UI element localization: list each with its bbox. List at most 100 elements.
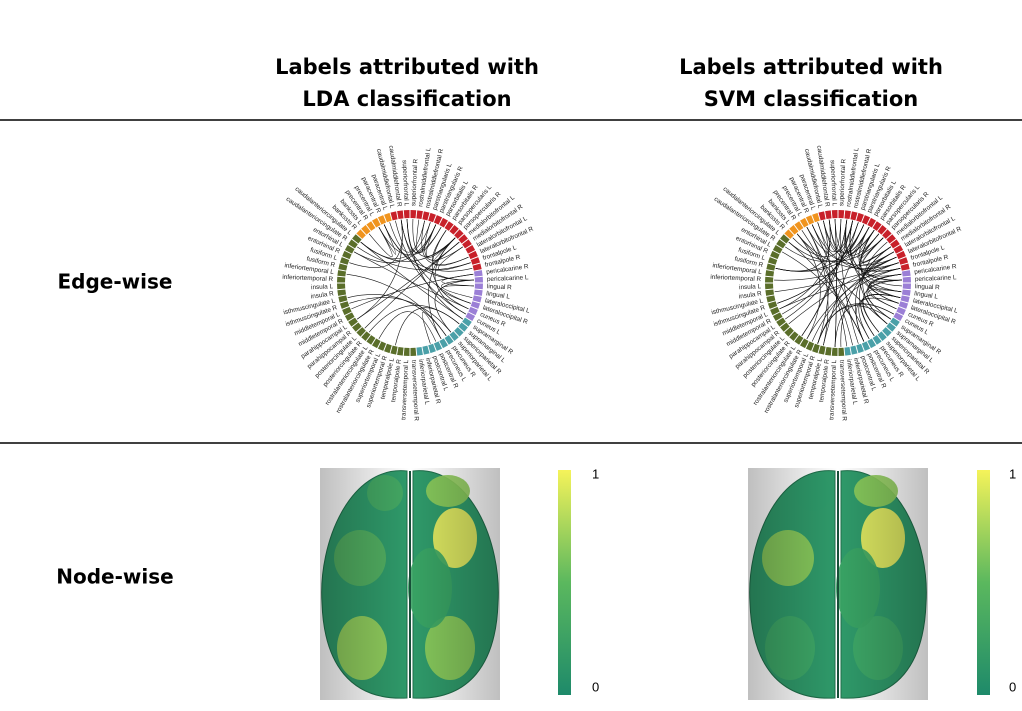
node: [342, 250, 352, 260]
node: [767, 257, 778, 265]
node: [825, 210, 832, 220]
node: [877, 225, 887, 235]
colorbar: [977, 470, 990, 695]
edge: [422, 311, 442, 344]
colorbar: [558, 470, 571, 695]
node: [468, 306, 478, 316]
edge: [855, 246, 891, 342]
node: [337, 283, 346, 290]
edge: [811, 224, 901, 272]
edge: [779, 268, 901, 310]
node: [372, 338, 381, 349]
edge: [788, 237, 884, 262]
edge: [796, 233, 821, 340]
node: [896, 306, 906, 316]
node: [882, 229, 892, 239]
node: [901, 289, 911, 296]
node: [470, 257, 481, 265]
edge: [347, 294, 447, 336]
node: [428, 343, 436, 354]
node-label: inferiortemporal R: [282, 274, 333, 283]
edge: [811, 256, 897, 342]
node-label: lingual R: [487, 283, 513, 291]
node: [831, 210, 838, 219]
edge: [353, 224, 437, 263]
node: [794, 221, 804, 231]
edge: [869, 273, 902, 298]
node: [872, 221, 882, 231]
node: [765, 270, 775, 277]
node: [765, 289, 775, 296]
node: [784, 327, 794, 337]
node: [900, 263, 910, 271]
node: [767, 301, 778, 309]
node: [454, 327, 464, 337]
edge: [424, 222, 463, 261]
node: [844, 210, 851, 220]
node-label: pericalcarine L: [487, 274, 529, 283]
edge: [828, 219, 853, 252]
node: [344, 312, 355, 321]
node: [890, 239, 900, 249]
row-label: Node-wise: [56, 565, 173, 589]
edge: [806, 226, 829, 346]
node: [462, 317, 472, 327]
edge: [781, 251, 865, 342]
node: [433, 341, 443, 351]
node: [890, 317, 900, 327]
node: [898, 257, 909, 265]
node-label: insula L: [311, 283, 334, 291]
edge: [438, 246, 471, 271]
node: [900, 295, 910, 303]
node: [850, 211, 858, 221]
edge: [434, 279, 474, 333]
node: [337, 289, 347, 296]
row-label: Edge-wise: [58, 270, 173, 294]
node-label: transversetemporal L: [828, 359, 838, 420]
edge: [834, 303, 895, 347]
edge: [868, 289, 902, 310]
edge: [866, 279, 902, 320]
column-header: Labels attributed with: [679, 55, 943, 79]
node: [886, 322, 896, 332]
node: [838, 210, 845, 219]
node: [433, 215, 443, 225]
node: [338, 263, 348, 271]
edge: [400, 219, 474, 281]
node: [390, 345, 398, 355]
edge: [368, 226, 393, 258]
node: [844, 346, 851, 356]
edge: [834, 219, 837, 347]
edge: [389, 220, 425, 253]
node: [366, 221, 376, 231]
node-label: transversetemporal R: [410, 360, 420, 422]
edge: [859, 233, 884, 260]
node-label: transversetemporal L: [400, 359, 410, 420]
node: [886, 234, 896, 244]
node-label: pericalcarine L: [915, 274, 957, 283]
node: [893, 245, 904, 254]
node: [454, 229, 464, 239]
node: [416, 210, 423, 220]
node: [861, 215, 871, 225]
node: [444, 335, 454, 345]
edge: [860, 294, 901, 336]
column-header: Labels attributed with: [275, 55, 539, 79]
edge: [368, 305, 460, 333]
node: [465, 245, 476, 254]
edge: [440, 285, 474, 304]
node: [444, 221, 454, 231]
node: [439, 217, 448, 228]
edge: [840, 219, 859, 344]
node: [342, 306, 352, 316]
node: [770, 250, 780, 260]
node-label: insula R: [738, 290, 762, 300]
node: [856, 343, 864, 354]
edge: [796, 233, 899, 269]
node: [893, 312, 904, 321]
node: [784, 229, 794, 239]
node: [337, 270, 347, 277]
node: [410, 210, 417, 219]
